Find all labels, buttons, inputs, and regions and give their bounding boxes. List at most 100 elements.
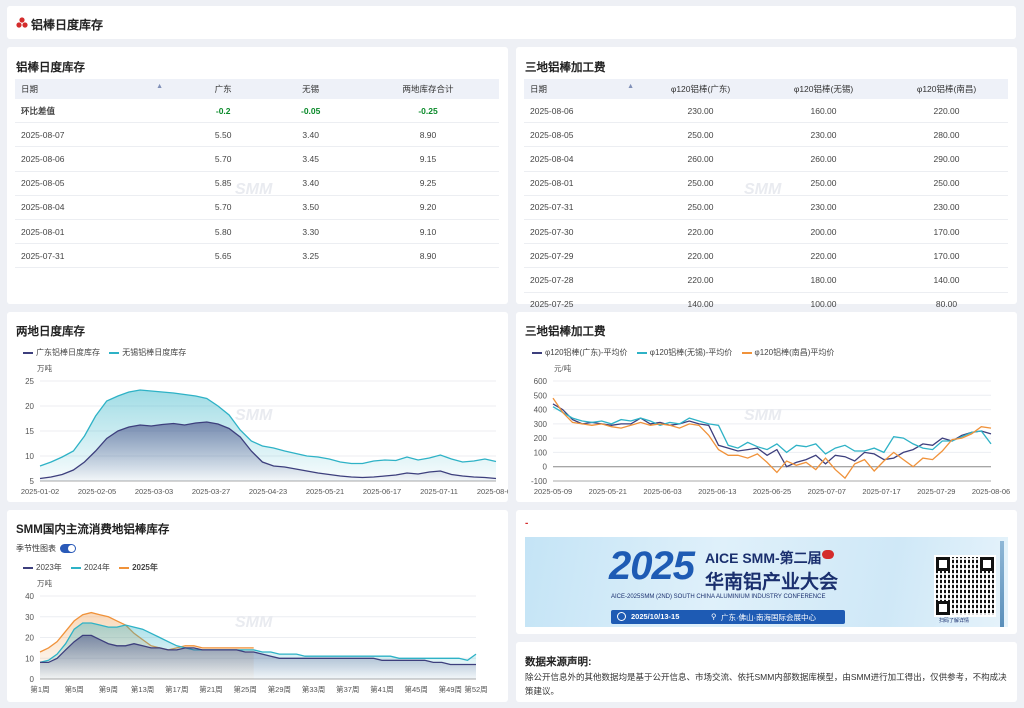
x-tick-label: 2025-07-11 [420,487,458,496]
x-tick-label: 2025-06-13 [698,487,736,496]
table-cell: 220.00 [639,219,762,245]
table-cell: 9.10 [357,219,499,245]
series-line[interactable] [39,622,477,664]
banner-date: 2025/10/13-15 [631,612,680,621]
table-cell: 2025-07-29 [524,243,639,269]
table-cell: 2025-07-30 [524,219,639,245]
table-cell: 250.00 [639,171,762,196]
table-cell: 3.30 [264,219,357,245]
table-cell: 2025-08-05 [15,171,182,196]
series-line[interactable] [39,389,497,467]
table-cell: 200.00 [762,219,885,245]
table-cell: 5.65 [182,243,265,269]
banner-year: 2025 [609,544,695,588]
legend-item[interactable]: φ120铝棒(无锡)-平均价 [636,348,732,357]
legend-item[interactable]: 无锡铝棒日度库存 [109,348,186,357]
y-axis-unit: 万吨 [37,579,52,588]
table-row: 2025-08-04 260.00 260.00 290.00 [524,146,1008,172]
y-tick-label: 300 [534,420,548,429]
badge-icon [822,550,834,559]
x-tick-label: 第49周 [439,684,462,694]
table-cell: 2025-07-28 [524,267,639,293]
location-icon: ⚲ [711,612,717,621]
table-cell: 250.00 [885,171,1008,196]
table-cell: 290.00 [885,146,1008,172]
disclaimer-title: 数据来源声明: [525,656,592,668]
series-line[interactable] [552,403,992,468]
diff-value: -0.05 [264,99,357,124]
x-tick-label: 2025-06-17 [363,487,401,496]
table-row: 2025-07-29 220.00 220.00 170.00 [524,243,1008,269]
fee-table: 日期 ▲ φ120铝棒(广东) φ120铝棒(无锡) φ120铝棒(南昌) 202… [524,79,1008,317]
legend-item[interactable]: 2024年 [71,563,110,572]
table-cell: 2025-07-31 [15,243,182,269]
y-tick-label: 20 [25,402,34,411]
banner-info-bar: 2025/10/13-15 ⚲ 广东·佛山·南海国际会展中心 [611,610,845,624]
table-cell: 230.00 [885,195,1008,220]
table-cell: 3.40 [264,122,357,148]
x-tick-label: 2025-05-21 [589,487,627,496]
table-cell: 2025-07-31 [524,195,639,220]
sort-icon[interactable]: ▲ [156,83,163,90]
x-tick-label: 2025-08-06 [972,487,1010,496]
diff-row: 环比差值 -0.2 -0.05 -0.25 [15,99,499,124]
x-tick-label: 第1周 [30,684,49,694]
table-cell: 140.00 [885,267,1008,293]
watermark: SMM [235,407,273,424]
series-line[interactable] [39,421,497,480]
legend-item[interactable]: 2025年 [119,563,158,572]
y-tick-label: 500 [534,391,548,400]
legend-item[interactable]: 2023年 [23,563,62,572]
header-bar: 铝棒日度库存 [7,6,1016,39]
col-header-date[interactable]: 日期 ▲ [524,79,639,99]
table-cell: 250.00 [639,195,762,220]
inventory-table-card: 铝棒日度库存 日期 ▲ 广东 无锡 两地库存合计 环比差值 -0.2 -0.05 -0.… [7,47,508,304]
table-cell: 230.00 [639,99,762,124]
y-tick-label: 5 [30,477,35,486]
banner-dash: - [525,518,529,529]
table-cell: 170.00 [885,219,1008,245]
tower-graphic [1000,541,1004,627]
col-header-date[interactable]: 日期 ▲ [15,79,182,99]
table-cell: 220.00 [639,267,762,293]
fee-chart-card: 三地铝棒加工费 φ120铝棒(广东)-平均价 φ120铝棒(无锡)-平均价 φ1… [516,312,1017,502]
table-cell: 2025-08-01 [524,171,639,196]
x-tick-label: 第33周 [302,684,325,694]
banner-location: 广东·佛山·南海国际会展中心 [721,613,816,622]
legend-item[interactable]: φ120铝棒(南昌)平均价 [741,348,834,357]
toggle-switch[interactable] [60,544,77,554]
sort-icon[interactable]: ▲ [627,83,634,90]
table-cell: 2025-08-05 [524,122,639,148]
x-tick-label: 2025-02-05 [78,487,116,496]
series-line[interactable] [40,634,476,666]
table-row: 2025-08-05 5.85 3.40 9.25 [15,171,499,196]
table-cell: 3.50 [264,195,357,220]
legend-item[interactable]: φ120铝棒(广东)-平均价 [532,348,628,357]
x-tick-label: 2025-07-17 [862,487,900,496]
table-row: 2025-08-04 5.70 3.50 9.20 [15,195,499,220]
table-cell: 9.25 [357,171,499,196]
watermark: SMM [235,614,273,631]
series-line[interactable] [552,406,992,455]
chart-title: 三地铝棒加工费 [525,326,606,338]
watermark: SMM [744,407,782,424]
x-tick-label: 2025-03-27 [192,487,230,496]
table-row: 2025-08-05 250.00 230.00 280.00 [524,122,1008,148]
y-tick-label: 100 [534,448,548,457]
y-axis-unit: 万吨 [37,364,52,373]
seasonal-toggle[interactable]: 季节性图表 [16,543,77,554]
table-cell: 220.00 [762,243,885,269]
x-tick-label: 2025-07-07 [808,487,846,496]
table-cell: 170.00 [885,243,1008,269]
table-cell: 2025-08-06 [524,99,639,124]
y-tick-label: 25 [25,377,34,386]
series-line[interactable] [552,397,992,480]
table-cell: 5.85 [182,171,265,196]
conference-banner[interactable]: 2025 AICE SMM-第二届 华南铝产业大会 AICE-2025SMM (… [525,537,1008,627]
qr-caption: 扫码了解详情 [939,618,970,624]
table-cell: 260.00 [639,146,762,172]
table-cell: 220.00 [639,243,762,269]
legend-item[interactable]: 广东铝棒日度库存 [23,348,100,357]
table-cell: 3.45 [264,146,357,172]
x-tick-label: 第37周 [336,684,359,694]
